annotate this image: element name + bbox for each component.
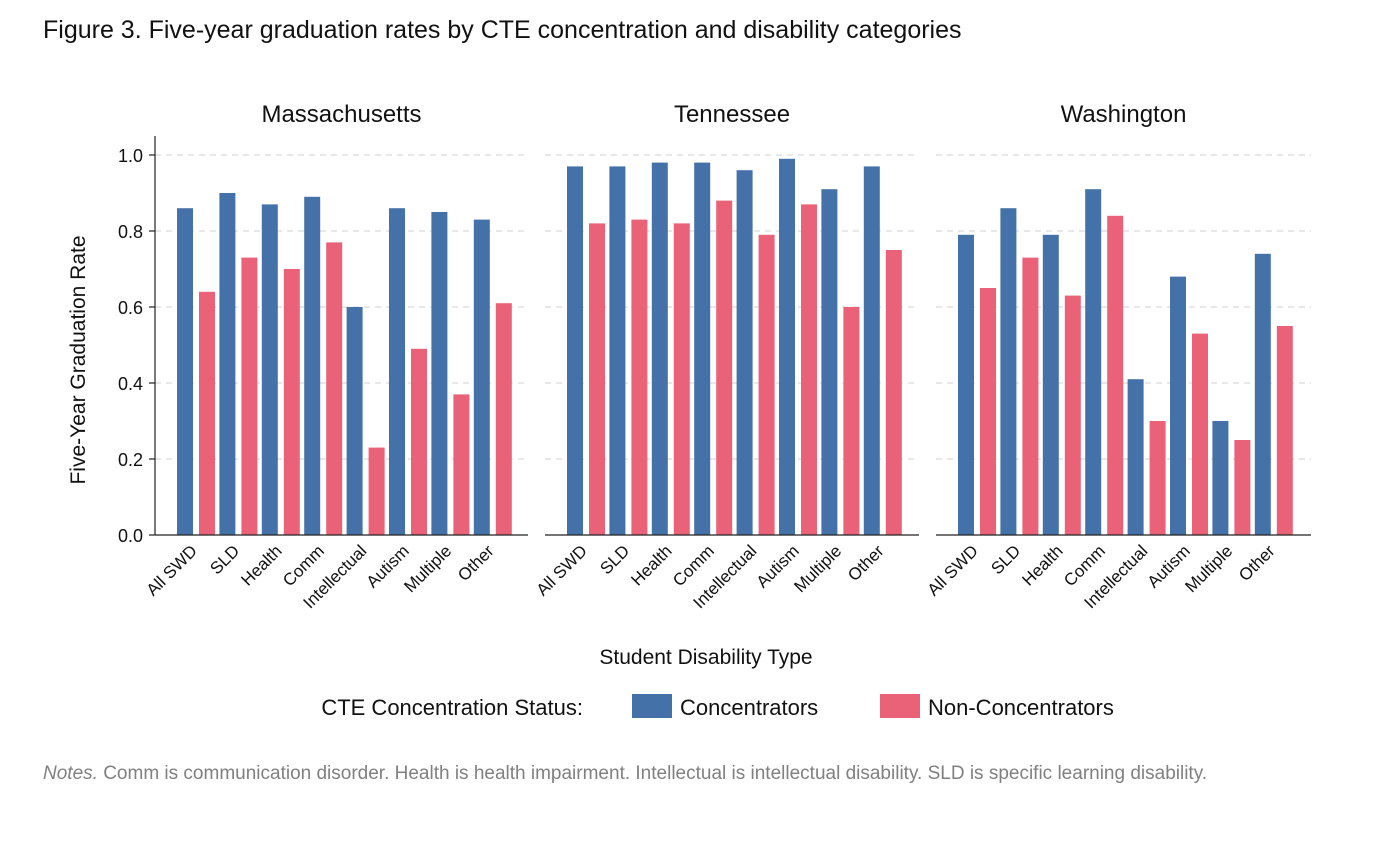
y-tick-label: 0.0 (118, 526, 143, 546)
x-tick-label: All SWD (924, 541, 982, 599)
bar-concentrators (1127, 379, 1144, 535)
bar-concentrators (651, 162, 668, 535)
bar-non-concentrators (199, 291, 215, 535)
legend-label: Non-Concentrators (928, 695, 1114, 720)
bar-concentrators (473, 219, 490, 535)
bar-concentrators (1085, 189, 1102, 535)
x-tick-label: Other (844, 541, 888, 585)
x-tick-label: Multiple (1181, 541, 1236, 596)
figure-notes: Notes. Comm is communication disorder. H… (43, 760, 1343, 788)
y-tick-label: 1.0 (118, 146, 143, 166)
bar-concentrators (219, 193, 236, 535)
bar-concentrators (779, 158, 795, 536)
legend-title: CTE Concentration Status: (321, 695, 583, 720)
bar-non-concentrators (411, 348, 427, 535)
bar-non-concentrators (368, 447, 385, 535)
bar-non-concentrators (495, 303, 512, 535)
bar-concentrators (736, 170, 753, 535)
bar-non-concentrators (631, 219, 648, 535)
bar-non-concentrators (241, 257, 258, 535)
legend: CTE Concentration Status: Concentrators No… (321, 694, 1114, 720)
bar-concentrators (821, 189, 838, 535)
bar-concentrators (1254, 253, 1271, 536)
y-tick-label: 0.8 (118, 222, 143, 242)
bar-non-concentrators (758, 234, 775, 536)
bar-non-concentrators (885, 250, 902, 535)
bar-non-concentrators (453, 394, 470, 535)
x-tick-label: SLD (596, 541, 633, 578)
bar-non-concentrators (1276, 326, 1293, 535)
y-axis-label: Five-Year Graduation Rate (67, 235, 90, 484)
x-tick-label: Health (627, 541, 675, 589)
x-tick-label: All SWD (143, 541, 201, 599)
bar-non-concentrators (716, 200, 733, 535)
y-tick-label: 0.6 (118, 298, 143, 318)
bar-non-concentrators (673, 223, 690, 535)
bar-non-concentrators (1234, 440, 1251, 535)
bar-non-concentrators (1107, 215, 1124, 536)
x-tick-label: SLD (206, 541, 243, 578)
x-tick-label: Multiple (400, 541, 455, 596)
x-tick-label: Health (237, 541, 285, 589)
bar-non-concentrators (1149, 421, 1166, 535)
figure-title: Figure 3. Five-year graduation rates by … (43, 16, 962, 44)
x-tick-label: SLD (987, 541, 1024, 578)
bar-concentrators (609, 166, 626, 535)
legend-label: Concentrators (680, 695, 818, 720)
bar-concentrators (346, 307, 363, 535)
x-tick-label: Health (1018, 541, 1066, 589)
bar-concentrators (304, 196, 321, 536)
bar-concentrators (958, 234, 974, 536)
x-axis-label: Student Disability Type (599, 646, 812, 669)
bar-non-concentrators (1022, 257, 1039, 535)
bar-concentrators (1042, 234, 1059, 536)
bar-concentrators (567, 166, 583, 535)
bar-non-concentrators (843, 307, 860, 535)
panel-title: Tennessee (674, 101, 790, 128)
legend-swatch-concentrators (632, 694, 672, 718)
x-tick-label: Other (1235, 541, 1279, 585)
x-tick-label: All SWD (533, 541, 591, 599)
bar-non-concentrators (1064, 295, 1081, 535)
bar-concentrators (261, 204, 278, 535)
bar-concentrators (863, 166, 880, 535)
bar-non-concentrators (589, 223, 605, 535)
legend-swatch-non-concentrators (880, 694, 920, 718)
y-axis: 0.0 0.2 0.4 0.6 0.8 1.0 (118, 136, 156, 546)
bar-concentrators (1000, 208, 1017, 535)
bar-concentrators (431, 212, 448, 535)
bar-concentrators (177, 208, 193, 535)
bar-concentrators (1212, 421, 1229, 535)
x-tick-label: Multiple (790, 541, 845, 596)
panel-title: Massachusetts (261, 101, 421, 128)
notes-text: Comm is communication disorder. Health i… (97, 763, 1208, 784)
notes-label: Notes. (43, 763, 98, 784)
bar-non-concentrators (980, 288, 996, 535)
bar-concentrators (694, 162, 711, 535)
bar-concentrators (1170, 276, 1186, 535)
bar-non-concentrators (801, 204, 817, 535)
y-tick-label: 0.4 (118, 374, 143, 394)
y-tick-label: 0.2 (118, 450, 143, 470)
panel-title: Washington (1061, 101, 1187, 128)
bar-non-concentrators (283, 269, 300, 535)
bar-non-concentrators (326, 242, 343, 535)
bar-concentrators (389, 208, 405, 535)
bar-non-concentrators (1192, 333, 1208, 535)
x-tick-label: Other (454, 541, 498, 585)
